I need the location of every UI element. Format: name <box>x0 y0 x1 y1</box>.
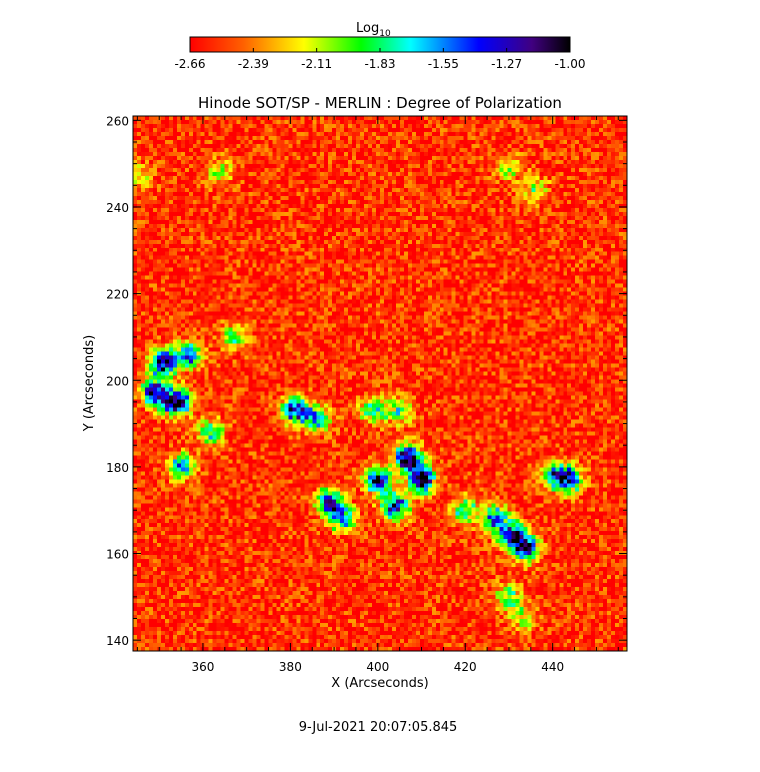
colorbar-tick-label: -1.00 <box>554 57 585 71</box>
polarization-heatmap <box>133 116 627 651</box>
colorbar: Log10 -2.66 -2.39 -2.11 -1.83 -1.55 -1.27 -1.0… <box>174 21 585 71</box>
y-tick-label: 180 <box>106 461 129 475</box>
y-tick-label: 140 <box>106 634 129 648</box>
x-tick-label: 400 <box>366 660 389 674</box>
y-tick-label: 260 <box>106 114 129 128</box>
colorbar-label: Log10 <box>356 21 391 39</box>
x-tick-label: 420 <box>454 660 477 674</box>
x-tick-label: 440 <box>541 660 564 674</box>
x-axis-label: X (Arcseconds) <box>331 676 428 691</box>
y-axis: 140 160 180 200 220 240 260 <box>106 114 627 648</box>
colorbar-tick-label: -1.83 <box>364 57 395 71</box>
y-tick-label: 240 <box>106 201 129 215</box>
timestamp: 9-Jul-2021 20:07:05.845 <box>299 720 458 735</box>
colorbar-label-base: Log <box>356 21 379 36</box>
x-axis: 360 380 400 420 440 <box>136 116 619 674</box>
y-tick-label: 200 <box>106 374 129 388</box>
y-tick-label: 160 <box>106 548 129 562</box>
colorbar-tick-label: -1.27 <box>491 57 522 71</box>
colorbar-tick-label: -2.39 <box>238 57 269 71</box>
x-tick-label: 380 <box>279 660 302 674</box>
colorbar-label-sub: 10 <box>379 29 391 39</box>
colorbar-tick-label: -2.11 <box>301 57 332 71</box>
x-tick-label: 360 <box>191 660 214 674</box>
colorbar-tick-label: -2.66 <box>174 57 205 71</box>
plot-frame <box>132 115 628 652</box>
chart-title: Hinode SOT/SP - MERLIN : Degree of Polar… <box>198 94 562 112</box>
colorbar-ticks: -2.66 -2.39 -2.11 -1.83 -1.55 -1.27 -1.00 <box>174 48 586 71</box>
y-tick-label: 220 <box>106 288 129 302</box>
colorbar-tick-label: -1.55 <box>428 57 459 71</box>
y-axis-label: Y (Arcseconds) <box>82 335 97 432</box>
